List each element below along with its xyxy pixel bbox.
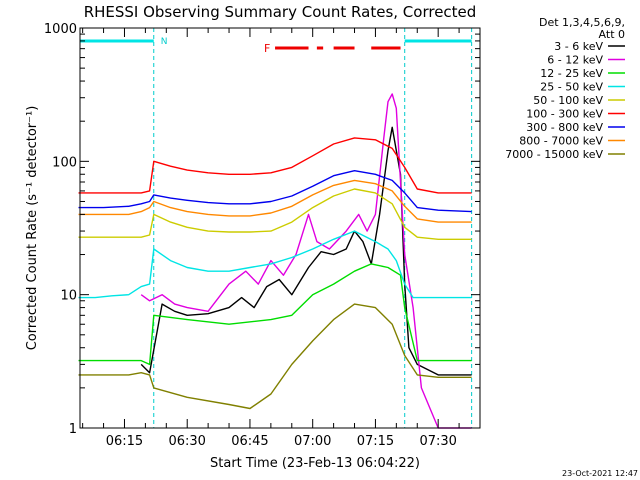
legend-label-100-300-kev: 100 - 300 keV [526,108,603,121]
legend-label-50-100-kev: 50 - 100 keV [533,94,603,107]
chart-title: RHESSI Observing Summary Count Rates, Co… [84,3,477,21]
x-tick-label: 07:00 [294,434,331,449]
series-line-300-800-kev [78,169,472,213]
x-axis-label: Start Time (23-Feb-13 06:04:22) [210,456,420,471]
x-tick-label: 07:30 [419,434,456,449]
series-line-6-12-kev [140,93,472,429]
legend-header-2: Att 0 [599,28,625,41]
series-line-50-100-kev [78,188,472,241]
series-line-25-50-kev [78,230,472,299]
x-tick-label: 06:15 [106,434,143,449]
series-line-100-300-kev [78,137,472,194]
legend-label-6-12-kev: 6 - 12 keV [547,54,603,67]
series-line-3-6-kev [140,126,472,376]
night-label: N [161,37,168,47]
timestamp: 23-Oct-2021 12:47 [562,469,638,478]
y-tick-label: 1000 [44,22,77,37]
legend-label-12-25-kev: 12 - 25 keV [540,67,603,80]
flare-label: F [264,42,270,55]
series-line-7000-15000-kev [78,303,472,410]
series-layer [78,93,472,429]
legend-label-3-6-kev: 3 - 6 keV [554,40,603,53]
y-axis-label: Corrected Count Rate (s⁻¹ detector⁻¹) [25,106,40,351]
axes-layer: 1 10 100 1000 06:15 06:30 06:45 07:00 07:15 07:30 [44,22,481,449]
x-tick-label: 06:30 [168,434,205,449]
legend-label-7000-15000-kev: 7000 - 15000 keV [505,148,603,161]
y-tick-label: 10 [60,289,77,304]
plot-frame [79,27,481,429]
legend-label-800-7000-kev: 800 - 7000 keV [519,135,603,148]
series-line-12-25-kev [78,263,472,366]
x-tick-label: 06:45 [231,434,268,449]
legend-header-1: Det 1,3,4,5,6,9, [539,16,625,29]
y-tick-label: 1 [69,422,77,437]
y-tick-label: 100 [52,155,77,170]
legend-label-300-800-kev: 300 - 800 keV [526,121,603,134]
x-tick-label: 07:15 [357,434,394,449]
legend-label-25-50-kev: 25 - 50 keV [540,81,603,94]
series-line-800-7000-kev [78,179,472,223]
